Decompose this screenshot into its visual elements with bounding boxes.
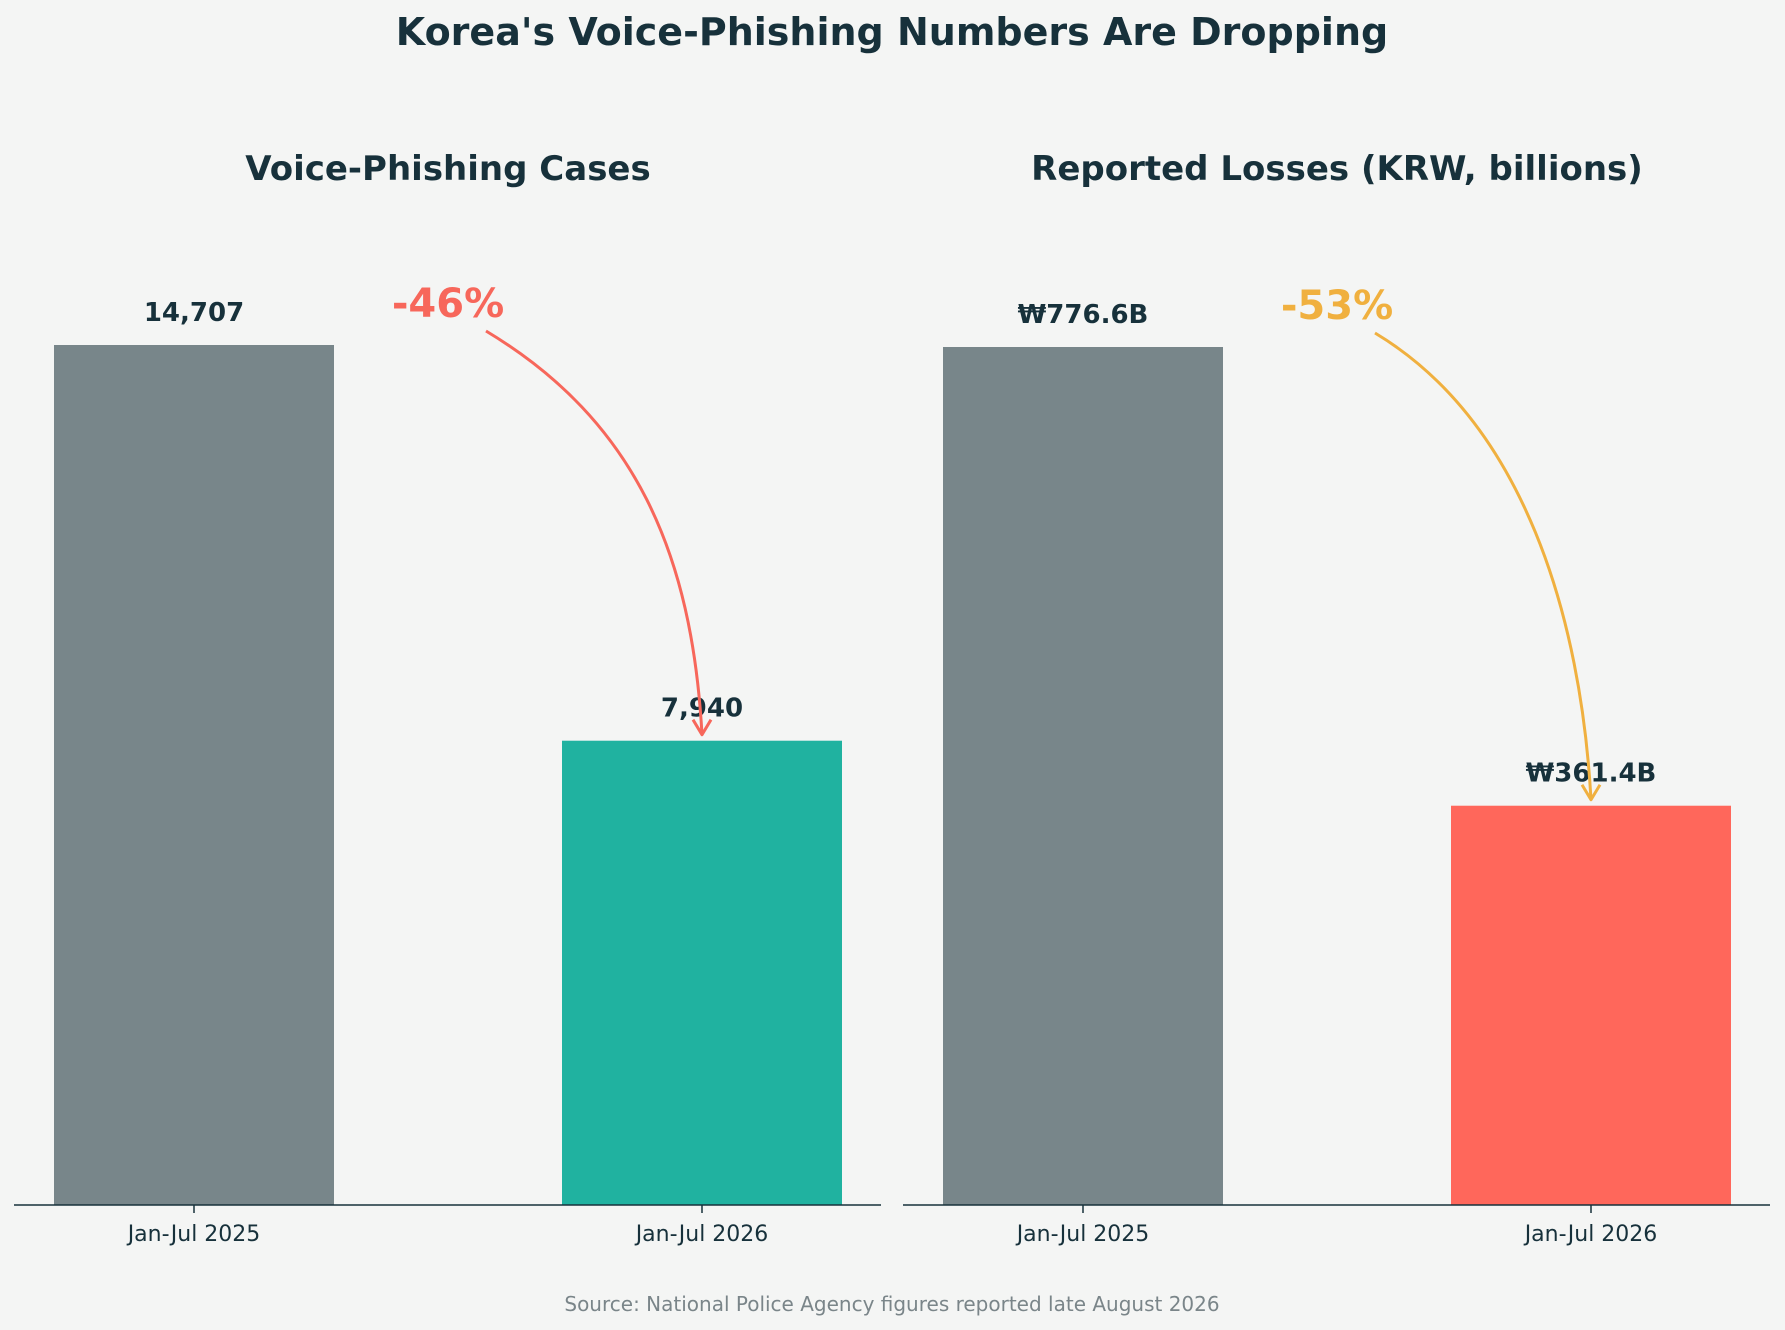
- panel-title: Reported Losses (KRW, billions): [1031, 149, 1643, 189]
- change-label: -46%: [392, 281, 504, 327]
- figure-title: Korea's Voice-Phishing Numbers Are Dropp…: [396, 10, 1388, 54]
- change-arrowhead: [691, 718, 713, 737]
- panel-2: Reported Losses (KRW, billions) ₩776.6B Ja…: [903, 149, 1770, 1247]
- data-label: 14,707: [144, 298, 244, 328]
- change-arrow: [1374, 331, 1593, 800]
- data-label: ₩776.6B: [1018, 300, 1149, 330]
- x-tick-label: Jan-Jul 2025: [1015, 1222, 1150, 1247]
- bar-jan-jul-2026: [1451, 805, 1731, 1205]
- source-note: Source: National Police Agency figures r…: [564, 1292, 1219, 1316]
- panel-title: Voice-Phishing Cases: [245, 149, 650, 189]
- change-label: -53%: [1281, 283, 1393, 329]
- change-arrow: [485, 329, 704, 735]
- bar-jan-jul-2025: [943, 347, 1223, 1205]
- change-arrowhead: [1580, 783, 1602, 802]
- x-tick-label: Jan-Jul 2025: [126, 1222, 261, 1247]
- x-tick-label: Jan-Jul 2026: [634, 1222, 769, 1247]
- bar-jan-jul-2026: [562, 740, 842, 1205]
- x-tick-label: Jan-Jul 2026: [1523, 1222, 1658, 1247]
- bar-jan-jul-2025: [54, 345, 334, 1205]
